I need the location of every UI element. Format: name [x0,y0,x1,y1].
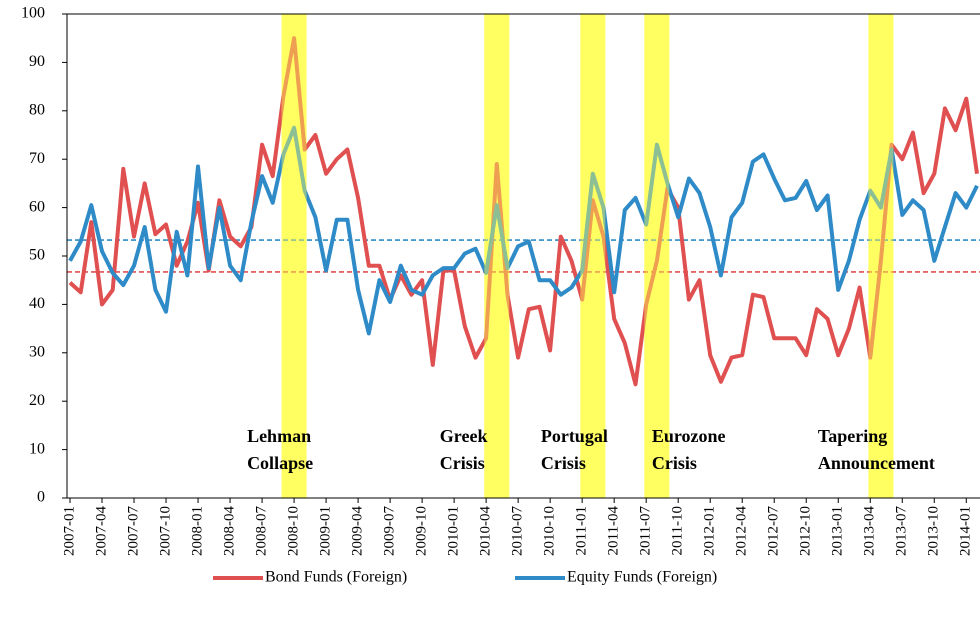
highlight-label: Crisis [440,453,485,473]
x-tick-label: 2012-04 [734,506,750,556]
y-tick-label: 20 [29,392,45,409]
legend-label: Bond Funds (Foreign) [265,569,407,586]
highlight-overlay [484,14,510,498]
y-tick-label: 70 [29,150,45,167]
x-tick-label: 2007-04 [93,506,109,556]
x-tick-label: 2010-10 [542,506,558,556]
x-tick-label: 2009-10 [414,506,430,556]
y-tick-label: 0 [37,489,45,506]
highlight-label: Crisis [652,453,697,473]
highlight-overlay [281,14,307,498]
x-tick-label: 2012-10 [798,506,814,556]
highlight-overlay [644,14,670,498]
highlight-band [281,14,307,498]
x-tick-label: 2009-04 [350,506,366,556]
x-tick-label: 2007-10 [157,506,173,556]
x-tick-label: 2008-10 [286,506,302,556]
x-tick-label: 2013-10 [926,506,942,556]
highlight-label: Greek [440,426,488,446]
x-tick-label: 2008-04 [221,506,237,556]
x-tick-label: 2008-01 [189,506,205,556]
x-tick-label: 2010-01 [446,506,462,556]
x-tick-label: 2013-04 [862,506,878,556]
highlight-label: Eurozone [652,426,726,446]
y-tick-label: 100 [21,5,45,22]
x-tick-label: 2011-04 [606,506,622,556]
highlight-label: Announcement [818,453,935,473]
y-tick-label: 60 [29,198,45,215]
x-tick-label: 2012-01 [702,506,718,556]
x-tick-label: 2010-07 [510,506,526,556]
x-tick-label: 2008-07 [253,506,269,556]
series-line [68,36,979,387]
x-tick-label: 2014-01 [958,506,974,556]
y-tick-label: 40 [29,295,45,312]
highlight-overlay [580,14,606,498]
series-line [68,125,979,336]
x-tick-label: 2009-07 [382,506,398,556]
x-tick-label: 2011-01 [574,506,590,555]
x-tick-label: 2013-07 [894,506,910,556]
highlight-label: Crisis [541,453,586,473]
y-tick-label: 30 [29,343,45,360]
x-tick-label: 2007-07 [125,506,141,556]
highlight-label: Collapse [247,453,313,473]
x-tick-label: 2011-07 [638,506,654,556]
highlight-label: Portugal [541,426,608,446]
x-tick-label: 2009-01 [318,506,334,556]
x-tick-label: 2007-01 [61,506,77,556]
x-tick-label: 2011-10 [670,506,686,555]
y-tick-label: 80 [29,101,45,118]
x-tick-label: 2013-01 [830,506,846,556]
y-tick-label: 90 [29,53,45,70]
y-tick-label: 50 [29,247,45,264]
highlight-label: Tapering [818,426,887,446]
y-tick-label: 10 [29,440,45,457]
legend-label: Equity Funds (Foreign) [567,569,717,586]
highlight-overlay [868,14,894,498]
x-tick-label: 2012-07 [766,506,782,556]
highlight-label: Lehman [247,426,311,446]
x-tick-label: 2010-04 [478,506,494,556]
